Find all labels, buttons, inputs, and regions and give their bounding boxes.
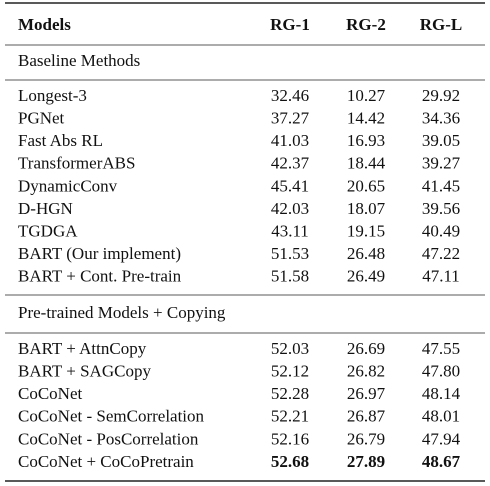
score-cell: 40.49 (422, 222, 460, 241)
score-cell: 39.05 (422, 131, 460, 150)
model-name: D-HGN (18, 199, 73, 218)
column-header: RG-1 (270, 15, 310, 34)
score-cell: 52.21 (271, 407, 309, 426)
score-cell: 42.03 (271, 199, 309, 218)
score-cell: 16.93 (347, 131, 385, 150)
model-name: CoCoNet - PosCorrelation (18, 429, 199, 448)
score-cell: 32.46 (271, 86, 309, 105)
row-header: Models (18, 15, 71, 34)
score-cell: 26.87 (347, 407, 386, 426)
score-cell: 26.97 (347, 384, 386, 403)
score-cell: 47.22 (422, 244, 460, 263)
score-cell: 51.53 (271, 244, 309, 263)
model-name: CoCoNet (18, 384, 83, 403)
model-name: TGDGA (18, 222, 78, 241)
score-cell: 42.37 (271, 154, 310, 173)
score-cell: 29.92 (422, 86, 460, 105)
score-cell: 48.14 (422, 384, 461, 403)
score-cell: 26.82 (347, 362, 385, 381)
score-cell: 18.07 (347, 199, 386, 218)
model-name: PGNet (18, 109, 65, 128)
score-cell: 48.01 (422, 407, 460, 426)
score-cell: 47.80 (422, 362, 460, 381)
score-cell: 26.69 (347, 339, 385, 358)
score-cell: 14.42 (347, 109, 385, 128)
section-title: Baseline Methods (18, 51, 140, 70)
score-cell: 39.56 (422, 199, 460, 218)
score-cell: 18.44 (347, 154, 386, 173)
score-cell: 47.11 (422, 267, 460, 286)
model-name: BART (Our implement) (18, 244, 181, 263)
score-cell: 41.03 (271, 131, 309, 150)
score-cell: 47.55 (422, 339, 460, 358)
score-cell: 51.58 (271, 267, 309, 286)
score-cell: 10.27 (347, 86, 386, 105)
column-header: RG-2 (346, 15, 386, 34)
score-cell: 37.27 (271, 109, 310, 128)
score-cell: 43.11 (271, 222, 309, 241)
score-cell: 26.49 (347, 267, 385, 286)
score-cell: 52.16 (271, 429, 309, 448)
score-cell: 52.12 (271, 362, 309, 381)
score-cell: 27.89 (347, 452, 385, 471)
model-name: CoCoNet + CoCoPretrain (18, 452, 194, 471)
column-header: RG-L (420, 15, 463, 34)
model-name: CoCoNet - SemCorrelation (18, 407, 205, 426)
model-name: BART + AttnCopy (18, 339, 147, 358)
model-name: Fast Abs RL (18, 131, 103, 150)
model-name: DynamicConv (18, 176, 118, 195)
score-cell: 39.27 (422, 154, 461, 173)
model-name: Longest-3 (18, 86, 87, 105)
score-cell: 26.48 (347, 244, 385, 263)
score-cell: 20.65 (347, 176, 385, 195)
score-cell: 52.28 (271, 384, 309, 403)
score-cell: 52.03 (271, 339, 309, 358)
score-cell: 19.15 (347, 222, 385, 241)
model-name: BART + Cont. Pre-train (18, 267, 182, 286)
model-name: BART + SAGCopy (18, 362, 151, 381)
score-cell: 26.79 (347, 429, 385, 448)
score-cell: 47.94 (422, 429, 461, 448)
score-cell: 48.67 (422, 452, 461, 471)
model-name: TransformerABS (18, 154, 135, 173)
score-cell: 41.45 (422, 176, 460, 195)
score-cell: 52.68 (271, 452, 309, 471)
score-cell: 45.41 (271, 176, 309, 195)
score-cell: 34.36 (422, 109, 460, 128)
section-title: Pre-trained Models + Copying (18, 303, 226, 322)
